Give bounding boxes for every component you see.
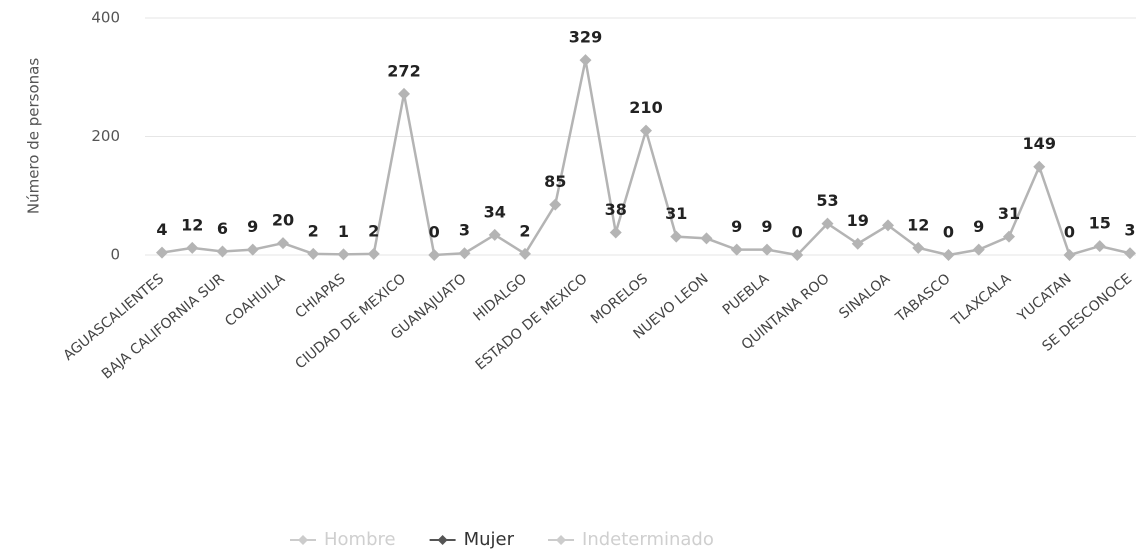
data-label: 12 [181,215,203,234]
point-marker [791,249,804,261]
x-tick-label: SINALOA [836,271,893,323]
data-label: 0 [429,223,440,242]
legend-swatch-marker [437,535,448,545]
point-marker [1003,230,1015,243]
y-axis-title: Número de personas [25,58,43,214]
data-label: 53 [816,191,838,210]
point-marker [1033,160,1046,173]
data-label: 9 [731,217,742,236]
data-label: 9 [973,217,984,236]
data-label: 1 [338,222,349,241]
legend-swatch-marker [556,535,567,545]
point-marker [337,248,350,261]
data-label: 15 [1089,214,1111,233]
point-marker [942,249,955,261]
point-marker [549,198,562,211]
point-marker [1124,247,1136,260]
point-marker [428,249,441,261]
x-tick-label: TABASCO [892,271,954,326]
data-label: 85 [544,172,566,191]
x-tick-label: YUCATAN [1014,271,1075,325]
y-tick-label: 400 [91,9,120,27]
data-label: 6 [217,219,228,238]
point-marker [882,219,894,232]
data-label: 31 [665,204,687,223]
point-marker [851,237,864,250]
data-label: 20 [272,211,294,230]
point-marker [186,241,199,254]
x-tick-label: BAJA CALIFORNIA SUR [99,271,228,383]
data-label: 149 [1023,134,1056,153]
data-label: 3 [1124,221,1135,240]
x-tick-label: TLAXCALA [948,271,1014,330]
point-marker [761,243,773,256]
y-tick-label: 200 [91,127,120,145]
data-label: 38 [605,200,627,219]
point-marker [488,228,501,241]
point-marker [367,247,380,260]
point-marker [579,54,592,67]
point-marker [246,243,259,256]
x-tick-label: AGUASCALIENTES [61,271,168,364]
data-label: 2 [308,221,319,240]
point-marker [609,226,622,239]
data-label: 210 [629,98,662,117]
data-label: 31 [998,204,1020,223]
data-label: 2 [368,221,379,240]
data-label: 19 [847,211,869,230]
data-label: 329 [569,28,602,47]
legend-label: Hombre [324,529,396,550]
data-label: 2 [519,221,530,240]
legend-item[interactable]: Mujer [429,529,515,550]
point-marker [670,230,683,243]
point-marker [912,241,925,254]
point-marker [307,247,320,260]
x-tick-label: MORELOS [588,271,651,328]
point-marker [216,245,229,258]
data-label: 0 [943,223,954,242]
legend-item[interactable]: Hombre [290,529,396,550]
point-marker [519,247,531,260]
data-label: 34 [484,202,506,221]
point-marker [640,124,652,137]
data-label: 3 [459,221,470,240]
x-tick-label: HIDALGO [470,271,530,325]
data-label: 9 [247,217,258,236]
point-marker [458,247,471,260]
legend-label: Indeterminado [582,529,714,550]
data-label: 0 [1064,223,1075,242]
data-label: 272 [387,61,420,80]
legend-swatch-marker [298,535,308,545]
point-marker [972,243,985,256]
point-marker [821,217,834,230]
point-marker [277,237,289,250]
x-tick-label: COAHUILA [222,271,288,330]
data-label: 4 [156,220,167,239]
x-tick-label: CIUDAD DE MEXICO [292,271,409,373]
point-marker [156,246,168,259]
point-marker [730,243,743,256]
point-marker [1093,240,1106,253]
x-tick-label: ESTADO DE MEXICO [473,271,591,374]
data-label: 12 [907,215,929,234]
y-tick-label: 0 [110,246,120,264]
x-tick-label: CHIAPAS [292,271,348,322]
point-marker [1063,249,1076,261]
legend-item[interactable]: Indeterminado [548,529,714,550]
point-marker [700,232,713,245]
x-tick-label: PUEBLA [720,271,773,319]
point-marker [398,87,410,100]
data-label: 0 [792,223,803,242]
legend-label: Mujer [464,529,515,550]
data-label: 9 [761,217,772,236]
